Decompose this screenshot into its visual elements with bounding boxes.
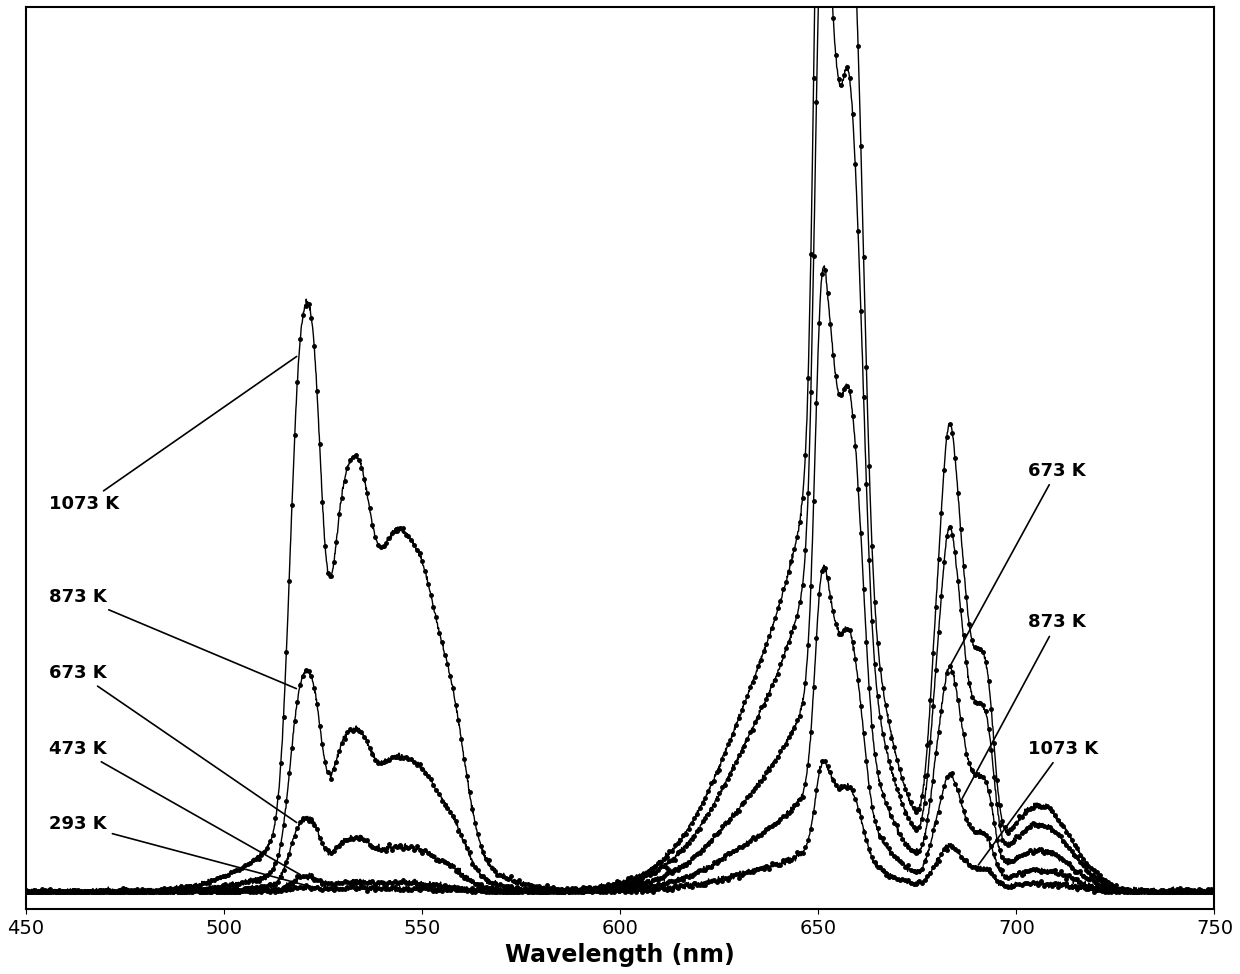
Text: 1073 K: 1073 K (978, 739, 1099, 865)
Text: 873 K: 873 K (962, 614, 1086, 799)
Text: 673 K: 673 K (50, 664, 296, 823)
Text: 293 K: 293 K (50, 815, 309, 886)
Text: 673 K: 673 K (950, 462, 1086, 665)
X-axis label: Wavelength (nm): Wavelength (nm) (505, 943, 735, 967)
Text: 873 K: 873 K (50, 588, 296, 689)
Text: 1073 K: 1073 K (50, 356, 296, 513)
Text: 473 K: 473 K (50, 739, 300, 875)
